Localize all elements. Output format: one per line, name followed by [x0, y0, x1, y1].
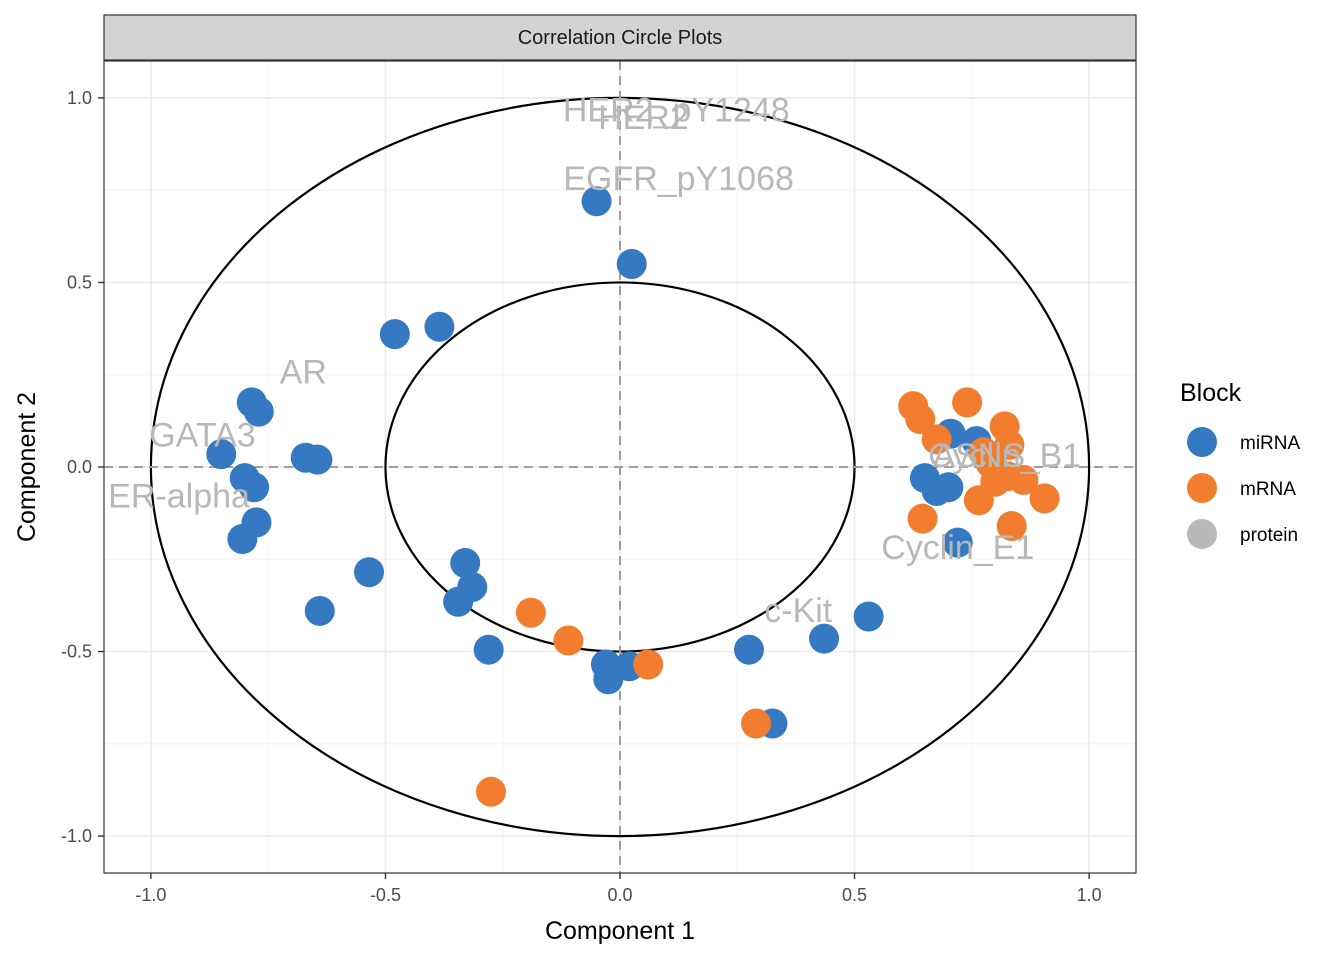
- variable-label: EGFR_pY1068: [563, 160, 794, 198]
- point-mrna: [633, 649, 664, 680]
- point-mirna: [809, 623, 840, 654]
- legend-title: Block: [1180, 379, 1242, 407]
- y-axis: -1.0 -0.5 0.0 0.5 1.0: [61, 88, 104, 846]
- x-tick-label: 0.5: [842, 885, 867, 905]
- point-mrna: [476, 776, 506, 807]
- point-mirna: [424, 311, 455, 342]
- point-mrna: [921, 424, 952, 455]
- point-mirna: [853, 601, 884, 632]
- legend: Block miRNA mRNA protein: [1180, 379, 1300, 549]
- x-tick-label: 1.0: [1077, 885, 1102, 905]
- point-mirna: [302, 444, 333, 475]
- variable-label: ER-alpha: [108, 477, 250, 515]
- point-mirna: [227, 523, 258, 554]
- y-tick-label: 1.0: [67, 88, 92, 108]
- legend-key-mrna: [1187, 473, 1217, 503]
- point-mrna: [1008, 464, 1039, 495]
- point-mirna: [206, 439, 237, 470]
- point-mrna: [515, 597, 546, 628]
- y-tick-label: 0.5: [67, 272, 92, 292]
- x-tick-label: -0.5: [370, 885, 401, 905]
- y-tick-label: -1.0: [61, 826, 92, 846]
- point-mrna: [994, 429, 1025, 460]
- x-axis: -1.0 -0.5 0.0 0.5 1.0: [135, 873, 1102, 905]
- y-axis-title: Component 2: [13, 392, 41, 542]
- point-mirna: [243, 396, 274, 427]
- variable-label: AR: [280, 354, 327, 392]
- legend-key-mirna: [1187, 427, 1217, 457]
- x-axis-title: Component 1: [545, 917, 695, 945]
- x-tick-label: -1.0: [135, 885, 166, 905]
- point-mirna: [933, 472, 964, 503]
- point-mirna: [354, 557, 385, 588]
- point-mrna: [1029, 483, 1060, 514]
- y-tick-label: 0.0: [67, 457, 92, 477]
- point-mirna: [450, 547, 481, 578]
- point-mrna: [553, 625, 584, 656]
- variable-label: ASNS: [933, 437, 1026, 475]
- facet-strip: [103, 14, 1137, 61]
- legend-label: miRNA: [1240, 433, 1300, 454]
- x-tick-label: 0.0: [607, 885, 632, 905]
- point-mrna: [907, 503, 938, 534]
- point-mirna: [593, 664, 624, 695]
- point-mirna: [616, 249, 647, 279]
- point-mrna: [741, 708, 772, 739]
- point-mirna: [239, 472, 270, 503]
- legend-label: protein: [1240, 525, 1298, 546]
- chart-title: Correlation Circle Plots: [518, 27, 723, 49]
- reference-lines: [104, 61, 1136, 873]
- variable-label: HER2: [598, 99, 689, 137]
- variable-label: c-Kit: [764, 592, 833, 630]
- point-mrna: [963, 485, 994, 516]
- variable-label: HER2_pY1248: [563, 92, 790, 130]
- legend-label: mRNA: [1240, 479, 1296, 500]
- point-mrna: [996, 511, 1027, 542]
- point-mirna: [443, 586, 474, 617]
- point-mirna: [942, 527, 973, 558]
- point-mirna: [473, 634, 504, 665]
- point-mirna: [734, 634, 764, 665]
- point-mirna: [581, 186, 612, 217]
- y-tick-label: -0.5: [61, 642, 92, 662]
- point-mirna: [304, 595, 335, 626]
- point-mrna: [905, 404, 936, 435]
- variable-label: Cyclin_B1: [928, 437, 1081, 475]
- variable-label: Cyclin_E1: [881, 529, 1034, 567]
- data-points: [206, 186, 1060, 807]
- legend-key-protein: [1187, 519, 1217, 549]
- point-mirna: [379, 319, 410, 350]
- point-mrna: [952, 387, 983, 418]
- variable-label: GATA3: [149, 416, 255, 454]
